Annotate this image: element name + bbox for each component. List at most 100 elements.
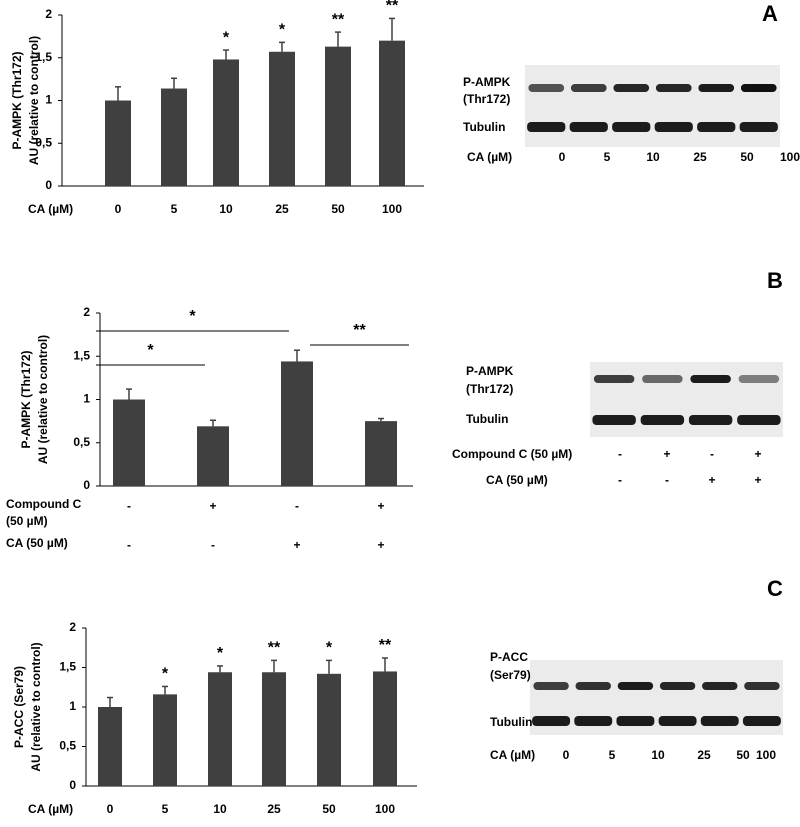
band xyxy=(533,682,569,690)
error-bar xyxy=(271,659,277,673)
lane-label: 100 xyxy=(756,748,776,762)
treatment-sign: - xyxy=(211,538,215,552)
band xyxy=(575,682,611,690)
bar xyxy=(208,672,232,786)
significance-label: * xyxy=(162,666,169,683)
significance-label: ** xyxy=(332,11,345,28)
band xyxy=(702,682,738,690)
error-bar xyxy=(115,86,121,101)
band xyxy=(739,122,778,132)
bar xyxy=(262,672,286,786)
significance-label: * xyxy=(326,640,333,657)
y-tick-label: 1 xyxy=(69,699,76,713)
x-tick-label: 25 xyxy=(267,802,281,816)
blot-background xyxy=(590,362,783,437)
x-tick-label: 10 xyxy=(213,802,227,816)
error-bar xyxy=(162,685,168,695)
x-tick-label: 5 xyxy=(171,202,178,216)
blot-target-label: (Ser79) xyxy=(490,668,531,682)
bar xyxy=(213,59,239,186)
x-tick-label: 0 xyxy=(115,202,122,216)
bar xyxy=(153,694,177,786)
blot-target-label: P-ACC xyxy=(490,650,528,664)
treatment-sign: + xyxy=(377,538,384,552)
x-axis-label: CA (µM) xyxy=(28,202,73,216)
lane-row-label: CA (µM) xyxy=(467,150,512,164)
lane-label: 100 xyxy=(780,150,800,164)
y-axis-label: AU (relative to control) xyxy=(29,642,43,771)
band xyxy=(570,84,607,92)
lane-label: 25 xyxy=(693,150,707,164)
blot-background xyxy=(530,660,783,735)
band xyxy=(742,716,781,726)
bar xyxy=(379,40,405,187)
x-tick-label: 25 xyxy=(275,202,289,216)
significance-label: ** xyxy=(379,637,392,654)
error-bar xyxy=(326,659,332,674)
band xyxy=(612,122,651,132)
blot-target-label: P-AMPK xyxy=(466,364,514,378)
lane-label: 0 xyxy=(559,150,566,164)
bar xyxy=(325,46,351,187)
error-bar xyxy=(217,665,223,673)
x-tick-label: 100 xyxy=(375,802,395,816)
panel-letter: C xyxy=(767,576,783,601)
band xyxy=(654,122,693,132)
band xyxy=(738,375,780,383)
lane-label: 25 xyxy=(697,748,711,762)
lane-label: + xyxy=(754,473,761,487)
lane-label: 5 xyxy=(609,748,616,762)
error-bar xyxy=(279,41,285,52)
band xyxy=(698,84,735,92)
y-axis-label: P-AMPK (Thr172) xyxy=(10,51,24,149)
treatment-sign: + xyxy=(377,499,384,513)
band xyxy=(697,122,736,132)
error-bar xyxy=(378,417,384,422)
bar xyxy=(365,421,397,486)
treatment-label: Compound C xyxy=(6,497,82,511)
error-bar xyxy=(126,388,132,400)
y-tick-label: 0,5 xyxy=(73,435,90,449)
band xyxy=(613,84,650,92)
lane-label: 50 xyxy=(740,150,754,164)
y-tick-label: 2 xyxy=(69,620,76,634)
y-tick-label: 2 xyxy=(83,305,90,319)
treatment-sign: - xyxy=(127,538,131,552)
bar xyxy=(113,399,145,486)
x-tick-label: 50 xyxy=(322,802,336,816)
lane-label: - xyxy=(618,473,622,487)
treatment-sign: - xyxy=(127,499,131,513)
x-tick-label: 0 xyxy=(107,802,114,816)
band xyxy=(690,375,731,383)
treatment-label: CA (50 µM) xyxy=(6,536,68,550)
error-bar xyxy=(294,349,300,362)
bar xyxy=(281,361,313,486)
band xyxy=(744,682,780,690)
blot-control-label: Tubulin xyxy=(463,120,505,134)
x-axis-label: CA (µM) xyxy=(28,802,73,816)
lane-label: - xyxy=(710,447,714,461)
lane-label: 10 xyxy=(646,150,660,164)
lane-label: + xyxy=(663,447,670,461)
significance-label: ** xyxy=(386,0,399,15)
band xyxy=(700,716,739,726)
bar xyxy=(105,100,131,186)
error-bar xyxy=(171,77,177,89)
lane-label: - xyxy=(665,473,669,487)
y-tick-label: 1 xyxy=(45,93,52,107)
band xyxy=(658,716,697,726)
blot-background xyxy=(525,65,780,147)
y-axis-label: P-AMPK (Thr172) xyxy=(19,350,33,448)
bar xyxy=(161,88,187,186)
band xyxy=(528,84,565,92)
y-tick-label: 0 xyxy=(69,778,76,792)
significance-label: * xyxy=(223,29,230,46)
comparison-label: * xyxy=(189,308,196,325)
lane-label: + xyxy=(708,473,715,487)
panel-letter: A xyxy=(762,1,778,26)
band xyxy=(617,682,654,690)
band xyxy=(592,415,636,425)
y-tick-label: 2 xyxy=(45,7,52,21)
band xyxy=(569,122,608,132)
